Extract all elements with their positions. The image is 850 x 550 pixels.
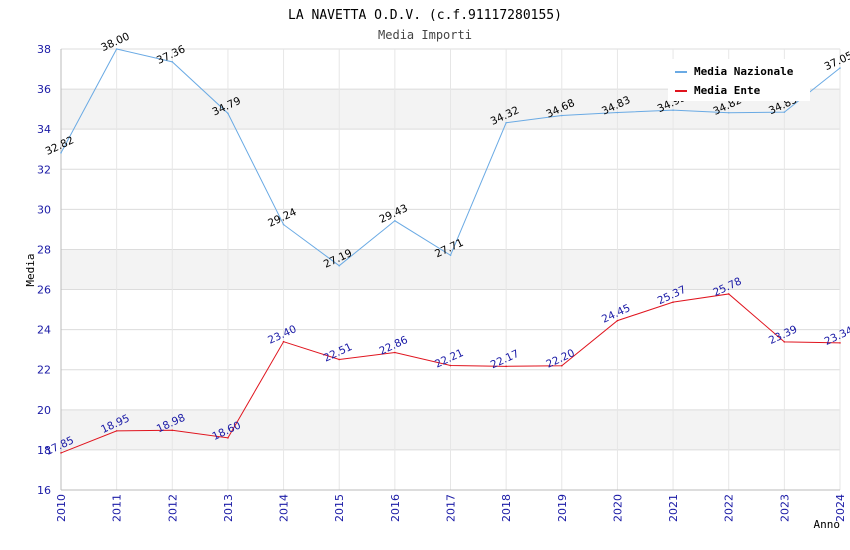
x-axis-ticks: 2010 2011 2012 2013 2014 2015 2016 2017 2018 2019… xyxy=(55,494,847,522)
data-point-media-ente xyxy=(115,430,118,432)
x-tick-label: 2020 xyxy=(611,494,624,522)
data-point-media-ente xyxy=(338,358,341,361)
data-point-media-ente xyxy=(171,429,174,432)
y-tick-label: 34 xyxy=(37,123,51,136)
data-point-media-nazionale xyxy=(783,111,786,113)
data-point-media-nazionale xyxy=(449,254,452,257)
data-point-media-nazionale xyxy=(505,121,507,124)
x-tick-label: 2010 xyxy=(55,494,68,522)
x-tick-label: 2016 xyxy=(389,494,402,522)
x-tick-label: 2019 xyxy=(556,494,569,522)
x-tick-label: 2022 xyxy=(723,494,736,522)
data-point-media-ente xyxy=(60,452,62,454)
data-point-media-ente xyxy=(727,293,730,295)
x-tick-label: 2015 xyxy=(333,494,346,522)
data-point-media-nazionale xyxy=(616,111,619,114)
chart-subtitle: Media Importi xyxy=(378,28,472,42)
x-tick-label: 2021 xyxy=(667,494,680,522)
x-tick-label: 2012 xyxy=(166,494,179,522)
data-point-media-ente xyxy=(616,319,619,322)
data-point-media-ente xyxy=(505,365,507,368)
x-axis-title: Anno xyxy=(814,518,841,531)
y-tick-label: 32 xyxy=(37,163,51,176)
y-tick-label: 18 xyxy=(37,444,51,457)
data-point-media-nazionale xyxy=(282,223,285,226)
data-point-media-nazionale xyxy=(560,114,563,117)
data-point-media-nazionale xyxy=(394,219,396,222)
y-tick-label: 38 xyxy=(37,43,51,56)
y-tick-label: 22 xyxy=(37,364,51,377)
data-point-media-ente xyxy=(672,301,674,303)
data-point-media-nazionale xyxy=(171,61,174,63)
data-point-media-ente xyxy=(449,364,452,367)
x-tick-label: 2011 xyxy=(111,494,124,522)
chart-title: LA NAVETTA O.D.V. (c.f.91117280155) xyxy=(288,8,562,23)
y-tick-label: 16 xyxy=(37,484,51,497)
x-tick-label: 2018 xyxy=(500,494,513,522)
legend-entry-media-ente: Media Ente xyxy=(694,84,761,97)
y-axis-title: Media xyxy=(24,253,37,286)
data-point-media-nazionale xyxy=(727,111,730,114)
x-tick-label: 2013 xyxy=(222,494,235,522)
data-point-media-ente xyxy=(783,341,786,343)
data-point-media-ente xyxy=(394,351,396,354)
legend-entry-media-nazionale: Media Nazionale xyxy=(694,65,794,78)
y-tick-label: 28 xyxy=(37,243,51,256)
legend-background xyxy=(668,59,810,101)
data-point-media-nazionale xyxy=(115,48,118,50)
x-tick-label: 2023 xyxy=(778,494,791,522)
data-point-media-ente xyxy=(839,342,841,344)
data-point-media-ente xyxy=(560,364,563,367)
data-point-media-nazionale xyxy=(60,152,62,154)
y-tick-label: 26 xyxy=(37,284,51,297)
y-tick-label: 36 xyxy=(37,83,51,96)
y-axis-ticks: 16 18 20 22 24 26 28 30 32 34 36 38 xyxy=(37,43,51,497)
data-point-media-ente xyxy=(282,340,285,343)
y-tick-label: 20 xyxy=(37,404,51,417)
x-tick-label: 2017 xyxy=(445,494,458,522)
data-point-media-ente xyxy=(227,437,229,439)
data-point-media-nazionale xyxy=(839,67,841,69)
y-tick-label: 24 xyxy=(37,324,51,337)
data-point-media-nazionale xyxy=(672,109,674,111)
data-point-media-nazionale xyxy=(338,264,341,267)
y-tick-label: 30 xyxy=(37,203,51,216)
x-tick-label: 2024 xyxy=(834,494,847,522)
legend: Media Nazionale Media Ente xyxy=(668,59,810,101)
data-point-media-nazionale xyxy=(227,112,229,115)
x-tick-label: 2014 xyxy=(278,494,291,522)
